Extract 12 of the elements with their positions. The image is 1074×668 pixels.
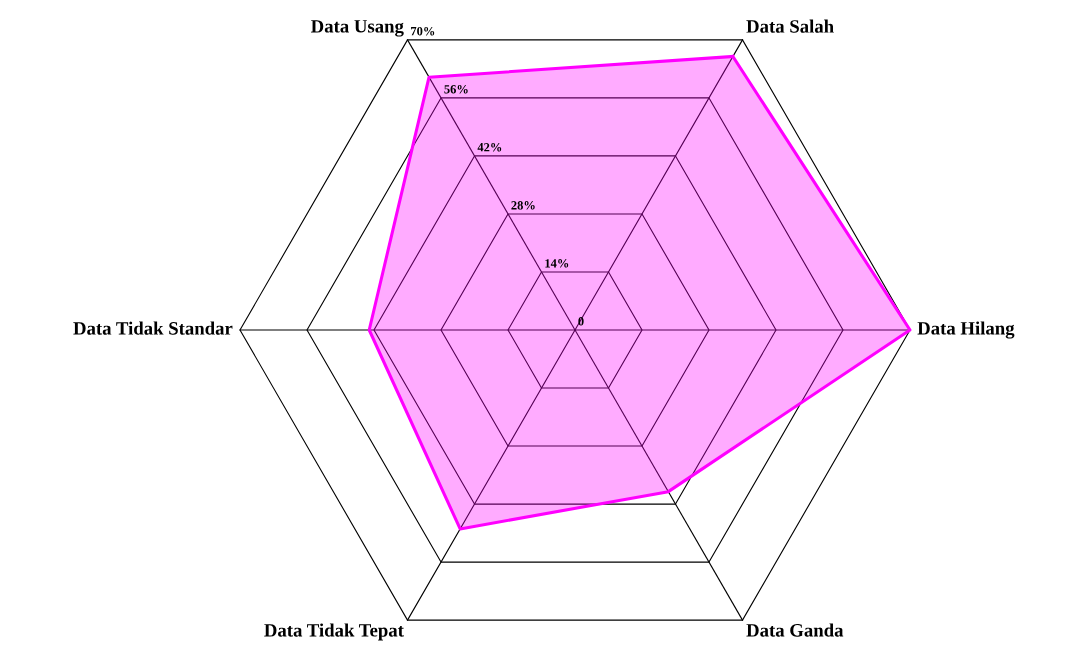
y-tick-label: 70% [411, 26, 435, 36]
spoke-label: Data Ganda [746, 623, 844, 637]
spoke-label: Data Tidak Standar [73, 321, 233, 335]
spoke-label: Data Tidak Tepat [264, 623, 404, 641]
spoke-label: Data Usang [311, 20, 404, 37]
y-tick-label: 56% [444, 85, 468, 94]
spoke-label: Data Hilang [917, 321, 1015, 339]
y-tick-label: 28% [511, 201, 535, 210]
y-tick-label: 42% [477, 143, 502, 152]
y-tick-label: 0 [578, 317, 584, 326]
y-tick-label: 14% [545, 259, 569, 268]
spoke-label: Data Salah [746, 19, 834, 33]
